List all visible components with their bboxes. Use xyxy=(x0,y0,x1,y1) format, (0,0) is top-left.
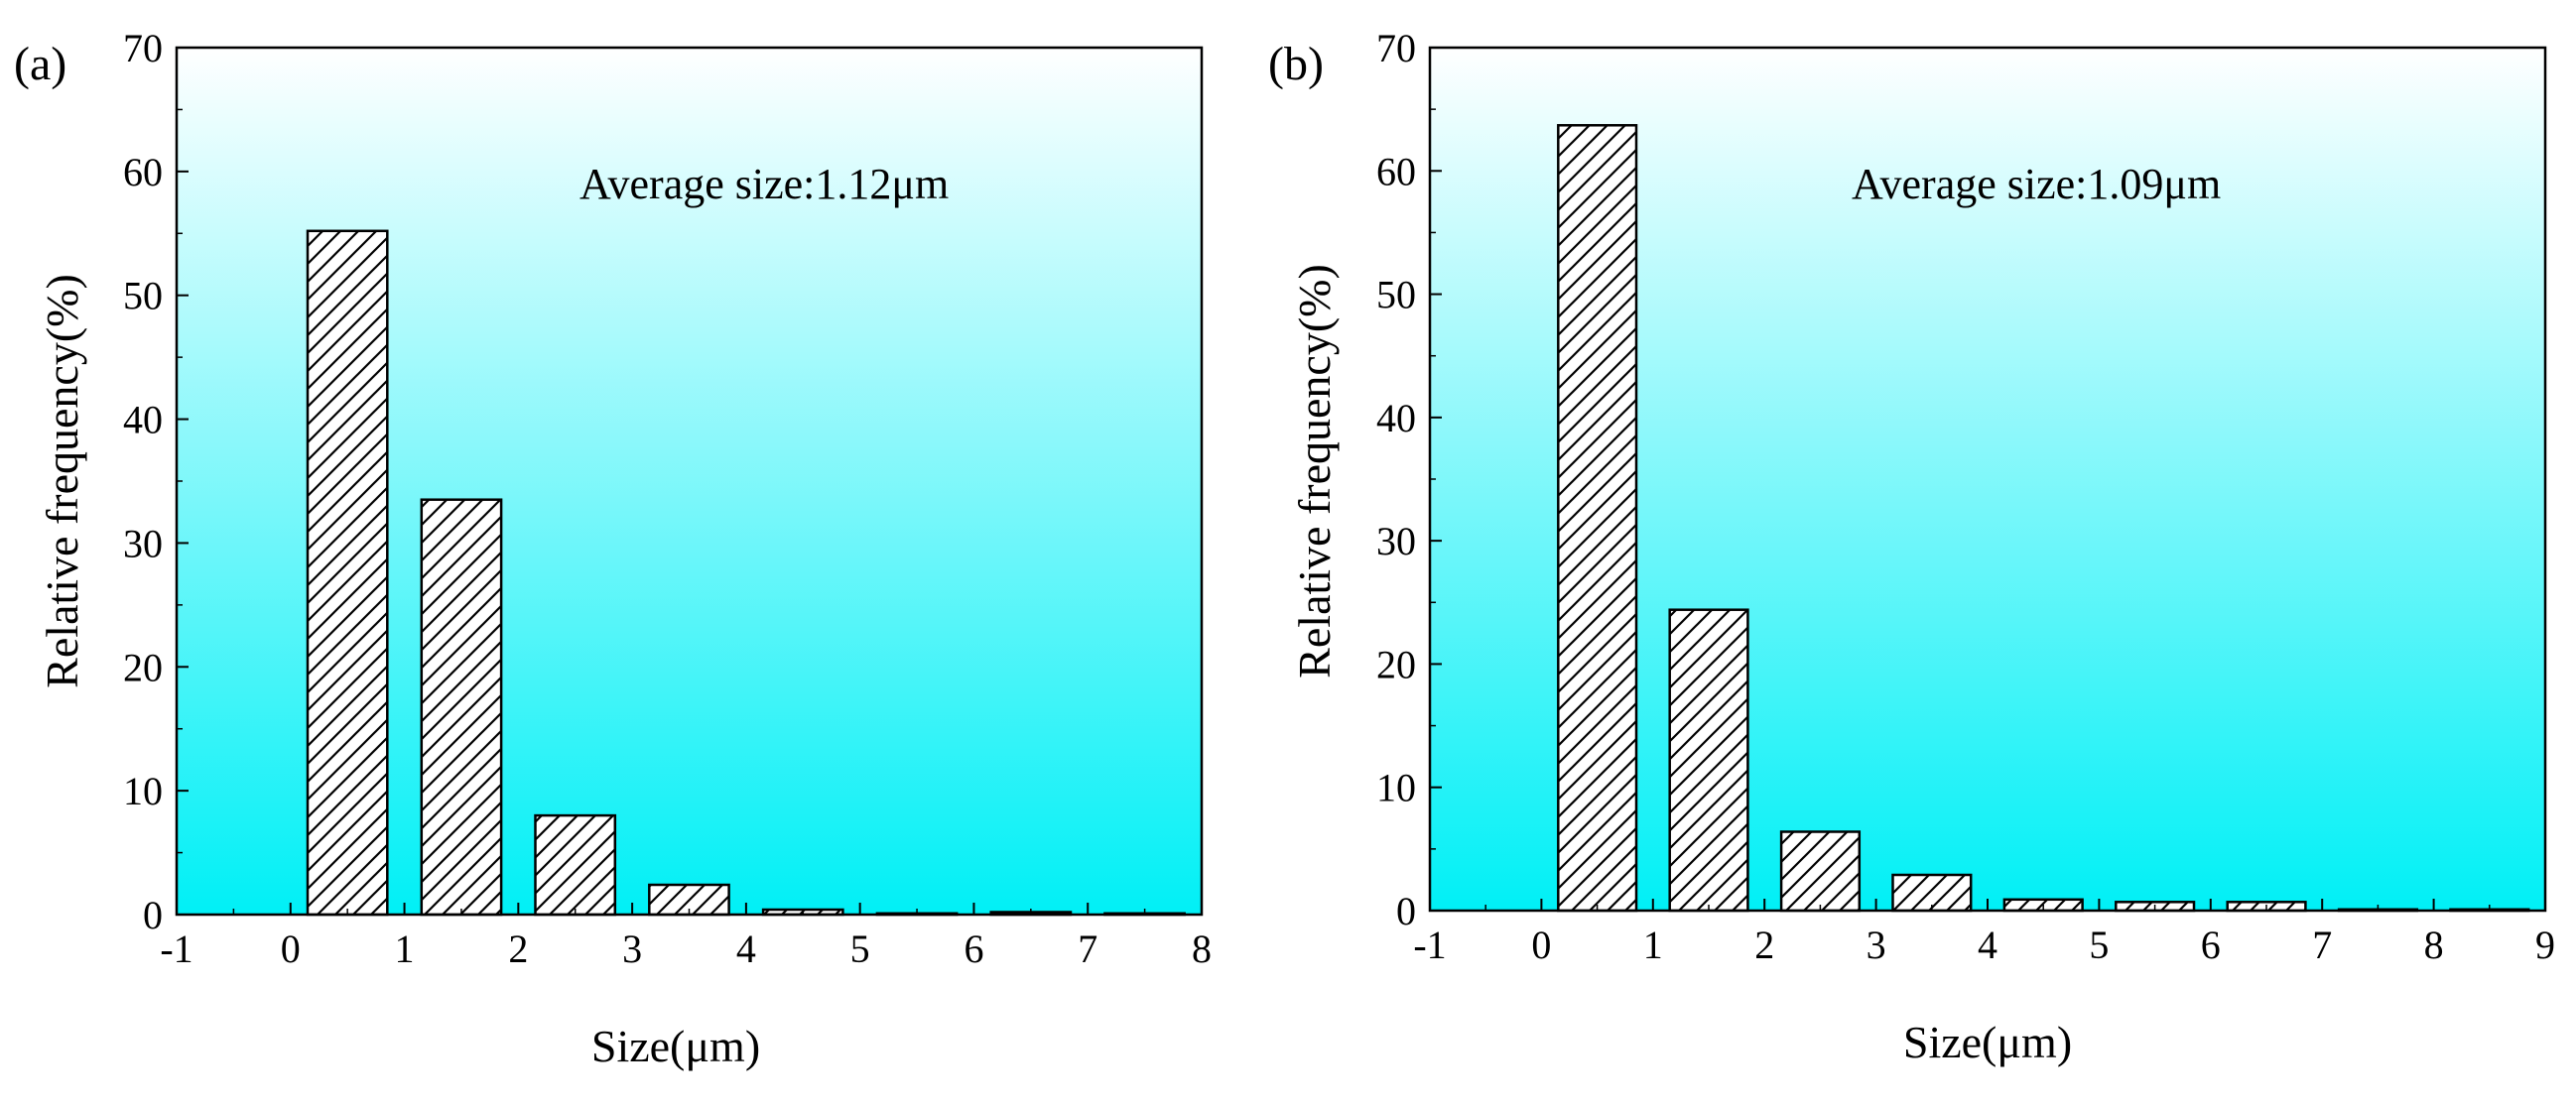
y-tick-label-a-50: 50 xyxy=(123,274,163,318)
x-axis-title-b: Size(μm) xyxy=(1903,1017,2072,1067)
x-tick-label-b-7: 7 xyxy=(2312,923,2332,967)
y-tick-label-b-0: 0 xyxy=(1396,889,1416,933)
x-axis-title-a: Size(μm) xyxy=(591,1021,760,1071)
x-tick-label-a-7: 7 xyxy=(1078,926,1097,971)
x-tick-label-a--1: -1 xyxy=(160,926,193,971)
x-tick-label-a-0: 0 xyxy=(281,926,301,971)
bar-b-2 xyxy=(1779,830,1862,913)
panel-label-a: (a) xyxy=(14,38,66,90)
bar-b-0 xyxy=(1557,124,1638,913)
x-tick-label-a-2: 2 xyxy=(508,926,528,971)
y-tick-label-a-60: 60 xyxy=(123,150,163,194)
bar-b-1 xyxy=(1668,608,1749,913)
panel-label-b: (b) xyxy=(1268,38,1324,90)
y-tick-label-a-10: 10 xyxy=(123,769,163,813)
x-tick-label-b-1: 1 xyxy=(1643,923,1663,967)
y-tick-label-a-40: 40 xyxy=(123,398,163,442)
y-tick-label-a-0: 0 xyxy=(143,893,163,937)
average-size-annotation-b: Average size:1.09μm xyxy=(1852,160,2221,208)
x-tick-label-a-4: 4 xyxy=(736,926,756,971)
bar-a-2 xyxy=(534,813,617,917)
y-tick-label-a-70: 70 xyxy=(123,26,163,70)
y-tick-label-b-20: 20 xyxy=(1376,642,1416,686)
x-tick-label-a-5: 5 xyxy=(850,926,870,971)
y-tick-label-a-20: 20 xyxy=(123,645,163,689)
y-tick-label-b-70: 70 xyxy=(1376,26,1416,70)
bar-a-1 xyxy=(420,498,503,917)
x-tick-label-a-3: 3 xyxy=(622,926,642,971)
x-tick-label-b-5: 5 xyxy=(2089,923,2109,967)
y-axis-title-b: Relative frequency(%) xyxy=(1289,264,1340,678)
y-tick-label-b-40: 40 xyxy=(1376,396,1416,440)
x-tick-label-b-6: 6 xyxy=(2201,923,2221,967)
y-tick-label-b-60: 60 xyxy=(1376,149,1416,193)
y-tick-label-b-30: 30 xyxy=(1376,519,1416,563)
x-tick-label-a-1: 1 xyxy=(395,926,415,971)
x-tick-label-a-6: 6 xyxy=(964,926,983,971)
x-tick-label-b-3: 3 xyxy=(1867,923,1886,967)
y-axis-title-a: Relative frequency(%) xyxy=(37,274,87,688)
x-tick-label-b-9: 9 xyxy=(2535,923,2555,967)
y-tick-label-b-50: 50 xyxy=(1376,273,1416,317)
y-tick-label-b-10: 10 xyxy=(1376,766,1416,810)
y-tick-label-a-30: 30 xyxy=(123,521,163,565)
x-tick-label-b-2: 2 xyxy=(1754,923,1774,967)
x-tick-label-b-8: 8 xyxy=(2424,923,2444,967)
average-size-annotation-a: Average size:1.12μm xyxy=(580,160,949,208)
x-tick-label-b-4: 4 xyxy=(1978,923,1997,967)
x-tick-label-b-0: 0 xyxy=(1531,923,1551,967)
x-tick-label-a-8: 8 xyxy=(1192,926,1212,971)
x-tick-label-b--1: -1 xyxy=(1413,923,1446,967)
bar-a-0 xyxy=(306,229,389,917)
